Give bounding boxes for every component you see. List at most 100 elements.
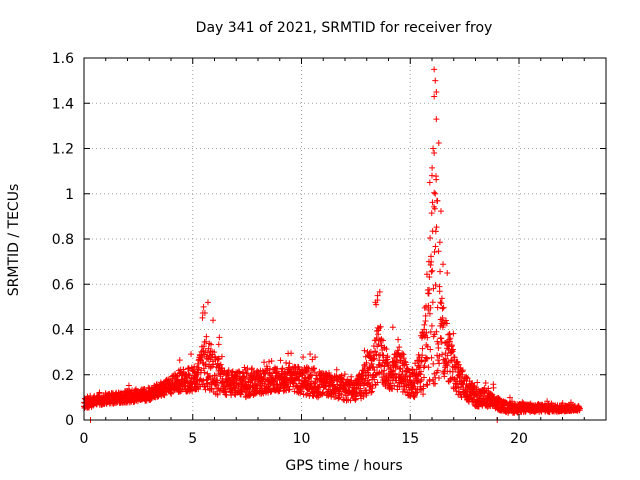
data-point (427, 328, 434, 335)
data-point (393, 363, 400, 370)
data-point (438, 300, 445, 307)
data-point (576, 405, 583, 412)
data-point (286, 360, 293, 367)
data-point (451, 354, 458, 361)
x-tick-label: 0 (80, 431, 89, 447)
data-point (420, 374, 427, 381)
data-point (307, 351, 314, 358)
data-point (463, 374, 470, 381)
data-point (431, 189, 438, 196)
data-point (203, 338, 210, 345)
data-point (391, 382, 398, 389)
data-point (392, 362, 399, 369)
data-point (237, 391, 244, 398)
data-point (440, 304, 447, 311)
data-point (447, 357, 454, 364)
data-point (279, 365, 286, 372)
data-point (444, 269, 451, 276)
data-point (411, 392, 418, 399)
data-point (432, 77, 439, 84)
data-point (249, 365, 256, 372)
data-point (432, 380, 439, 387)
data-point (366, 379, 373, 386)
data-point (231, 391, 238, 398)
data-point (370, 352, 377, 359)
data-point (431, 249, 438, 256)
data-point (442, 355, 449, 362)
data-point (459, 367, 466, 374)
data-point (426, 310, 433, 317)
data-point (188, 351, 195, 358)
data-point (426, 286, 433, 293)
data-point (432, 243, 439, 250)
data-point (426, 378, 433, 385)
data-point (428, 268, 435, 275)
data-point (435, 374, 442, 381)
data-point (444, 362, 451, 369)
data-point (214, 377, 221, 384)
data-point (288, 350, 295, 357)
data-point (369, 385, 376, 392)
data-point (229, 368, 236, 375)
data-point (357, 385, 364, 392)
data-point (438, 335, 445, 342)
data-point (429, 299, 436, 306)
data-point (161, 392, 168, 399)
data-point (429, 172, 435, 179)
data-point (218, 353, 225, 360)
data-point (202, 386, 209, 393)
x-axis-label: GPS time / hours (285, 458, 402, 474)
data-point (360, 382, 367, 389)
data-point (186, 372, 193, 379)
data-point (105, 391, 112, 398)
data-point (373, 335, 380, 342)
data-point (429, 199, 436, 206)
data-point (207, 364, 214, 371)
data-point (362, 363, 369, 370)
data-point (268, 358, 275, 365)
data-point (434, 367, 441, 374)
data-point (413, 389, 420, 396)
data-point (431, 93, 438, 100)
data-point (341, 371, 348, 378)
data-point (424, 343, 431, 350)
data-point (266, 369, 273, 376)
data-point (215, 356, 222, 363)
data-point (453, 388, 460, 395)
data-point (214, 391, 221, 398)
data-point (200, 343, 207, 350)
data-point (433, 224, 440, 231)
data-point (414, 379, 421, 386)
y-tick-label: 1 (65, 187, 74, 203)
chart-title: Day 341 of 2021, SRMTID for receiver fro… (196, 20, 493, 36)
data-point (357, 392, 364, 399)
data-point (333, 366, 340, 373)
data-point (443, 320, 450, 327)
data-point (368, 389, 375, 396)
data-point (208, 341, 215, 348)
data-point (482, 379, 489, 386)
data-point (431, 66, 438, 73)
data-point (215, 341, 222, 348)
data-point (186, 365, 193, 372)
data-point (204, 299, 211, 306)
data-point (432, 190, 439, 197)
data-point (378, 336, 385, 343)
data-point (430, 360, 437, 367)
data-point (312, 354, 319, 361)
data-point (434, 197, 441, 204)
y-tick-label: 0.8 (52, 232, 74, 248)
data-point (188, 383, 195, 390)
data-point (428, 354, 435, 361)
data-point (141, 385, 148, 392)
data-point (427, 235, 434, 242)
data-point (371, 355, 378, 362)
data-points (81, 66, 583, 423)
data-point (440, 261, 447, 268)
data-point (376, 288, 383, 295)
data-point (395, 336, 402, 343)
data-point (372, 299, 379, 306)
data-point (424, 334, 431, 341)
data-point (396, 344, 403, 351)
data-point (280, 388, 287, 395)
